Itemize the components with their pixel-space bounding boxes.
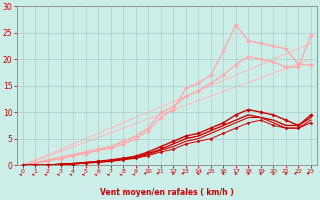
X-axis label: Vent moyen/en rafales ( km/h ): Vent moyen/en rafales ( km/h ) bbox=[100, 188, 234, 197]
